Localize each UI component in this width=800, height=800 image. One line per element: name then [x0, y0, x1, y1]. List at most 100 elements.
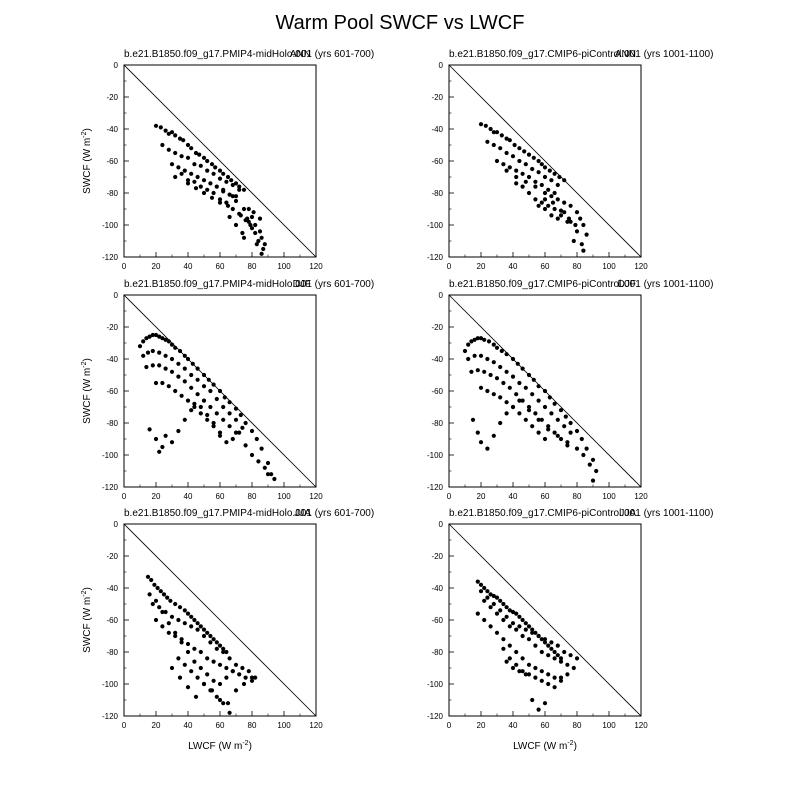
y-tick-label: -120 [427, 483, 444, 492]
y-tick-label: -80 [431, 419, 443, 428]
data-point [549, 640, 554, 645]
data-point [227, 424, 232, 429]
data-point [512, 142, 517, 148]
data-point [549, 194, 554, 199]
data-point [179, 640, 184, 645]
data-point [189, 146, 194, 151]
x-tick-label: 0 [447, 492, 452, 501]
x-tick-label: 120 [634, 262, 648, 271]
data-point [189, 408, 194, 413]
y-tick-label: -120 [427, 253, 444, 262]
y-tick-label: -80 [106, 419, 118, 428]
data-point [478, 385, 484, 390]
data-point [166, 384, 171, 389]
data-point [254, 242, 259, 247]
data-point [579, 436, 584, 442]
data-point [205, 656, 210, 661]
x-tick-label: 120 [309, 262, 323, 271]
x-tick-label: 120 [309, 492, 323, 501]
data-point [189, 624, 194, 629]
data-point [520, 184, 525, 189]
data-point [249, 226, 255, 231]
data-point [533, 184, 538, 189]
data-point [552, 685, 557, 690]
x-tick-label: 80 [573, 262, 582, 271]
data-point [211, 424, 216, 429]
data-point [153, 123, 159, 128]
data-point [562, 210, 567, 215]
data-point [552, 171, 557, 176]
data-point [209, 162, 215, 167]
x-tick-label: 0 [447, 262, 452, 271]
y-tick-label: -120 [427, 712, 444, 721]
y-tick-label: -20 [106, 93, 118, 102]
data-point [192, 659, 197, 664]
data-point [475, 336, 480, 341]
data-point [166, 621, 171, 626]
data-point [530, 697, 535, 703]
y-tick-label: 0 [114, 520, 119, 529]
data-point [147, 592, 152, 597]
data-point [225, 203, 231, 208]
data-point [478, 589, 484, 594]
data-point [169, 614, 175, 619]
data-point [536, 158, 541, 164]
data-point [153, 436, 159, 442]
data-point [542, 436, 548, 442]
data-point [520, 366, 525, 371]
data-point [145, 350, 151, 355]
data-point [253, 675, 258, 680]
y-tick-label: -40 [106, 584, 118, 593]
data-point [494, 158, 500, 164]
data-point [173, 345, 178, 350]
data-point [558, 436, 564, 442]
data-point [542, 637, 548, 642]
data-point [150, 363, 155, 368]
data-point [166, 630, 171, 635]
data-point [488, 624, 493, 629]
data-point [494, 595, 500, 600]
data-point [539, 637, 544, 642]
data-point [472, 353, 477, 358]
data-point [166, 147, 171, 152]
data-point [182, 379, 187, 384]
y-tick-label: 0 [439, 520, 444, 529]
x-tick-label: 120 [309, 721, 323, 730]
data-point [590, 478, 596, 483]
x-tick-label: 60 [216, 492, 225, 501]
data-point [185, 685, 191, 690]
data-point [523, 385, 528, 390]
data-point [523, 621, 528, 626]
panel-title: b.e21.B1850.f09_g17.CMIP6-piControl.001 … [449, 279, 713, 290]
x-tick-label: 100 [602, 721, 616, 730]
data-point [462, 348, 468, 354]
data-point [153, 617, 159, 623]
data-point [157, 363, 162, 368]
x-tick-label: 80 [248, 262, 257, 271]
data-point [246, 669, 251, 674]
x-tick-label: 80 [248, 721, 257, 730]
data-point [262, 465, 267, 470]
data-point [514, 649, 519, 655]
data-point [558, 408, 564, 413]
x-tick-label: 0 [122, 721, 127, 730]
data-point [526, 672, 532, 677]
data-point [176, 428, 181, 434]
data-point [269, 472, 274, 477]
data-point [240, 665, 245, 671]
data-point [520, 633, 525, 639]
data-point [173, 133, 178, 138]
y-tick-label: 0 [114, 61, 119, 70]
data-point [157, 605, 162, 610]
data-point [237, 430, 242, 435]
season-label: ANN [615, 49, 636, 60]
y-tick-label: 0 [439, 61, 444, 70]
data-point [213, 165, 218, 170]
scatter-panel: b.e21.B1850.f09_g17.PMIP4-midHolo.001 (y… [81, 279, 374, 501]
data-point [221, 187, 226, 192]
data-point [166, 339, 171, 344]
data-point [155, 585, 160, 591]
data-point [157, 350, 162, 355]
data-point [587, 462, 592, 467]
